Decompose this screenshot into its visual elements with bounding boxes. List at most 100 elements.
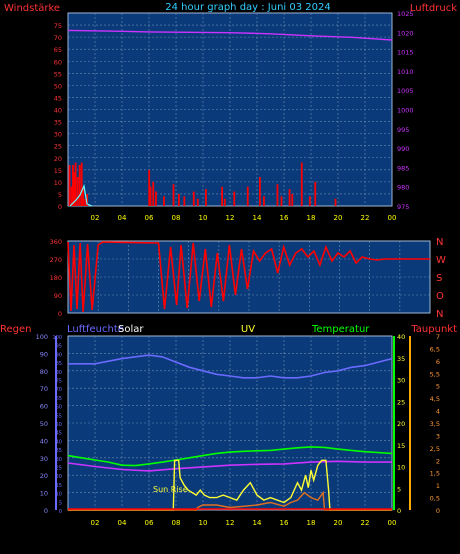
climate-x-tick: 04 (118, 519, 127, 527)
dew-tick: 3,5 (430, 420, 440, 428)
wind-bar (192, 191, 195, 206)
wind-tick: 65 (54, 46, 62, 54)
wind-bar (288, 189, 291, 206)
rain-tick: 10 (40, 490, 48, 498)
wind-bar (221, 186, 223, 206)
winddir-compass-label: N (436, 309, 443, 320)
wind-tick: 20 (54, 155, 62, 163)
wind-tick: 45 (54, 94, 62, 102)
wind-x-tick: 18 (307, 214, 316, 222)
pressure-tick: 1005 (397, 87, 414, 95)
dew-tick: 0 (436, 507, 440, 515)
dew-tick: 3 (436, 432, 440, 440)
climate-x-tick: 06 (145, 519, 154, 527)
wind-tick: 30 (54, 131, 62, 139)
wind-bar (259, 177, 261, 206)
dew-tick: 2 (436, 457, 440, 465)
wind-bar (172, 184, 175, 206)
rain-axis-title: Regen (0, 324, 32, 335)
pressure-line (67, 29, 393, 41)
wind-x-tick: 04 (118, 214, 127, 222)
humidity-tick: 50 (56, 422, 62, 428)
rain-tick: 60 (40, 403, 48, 411)
rain-tick: 70 (40, 385, 48, 393)
temperature-line (67, 446, 393, 467)
wind-bar (178, 193, 180, 206)
pressure-tick: 995 (397, 126, 409, 134)
wind-bar (148, 169, 151, 206)
sunrise-annotation: Sun Rise (153, 485, 188, 494)
wind-x-tick: 00 (388, 214, 397, 222)
dew-tick: 5,5 (430, 370, 440, 378)
solar-line (68, 459, 392, 511)
wind-bar (314, 181, 317, 206)
wind-tick: 75 (54, 22, 62, 30)
winddir-compass-label: S (436, 273, 442, 284)
rain-tick: 0 (44, 507, 48, 515)
wind-bar (152, 181, 155, 206)
wind-tick: 40 (54, 107, 62, 115)
wind-tick: 50 (54, 82, 62, 90)
rain-tick: 50 (40, 420, 48, 428)
winddir-compass-label: W (436, 255, 446, 266)
wind-gust-line (69, 183, 93, 207)
temp-tick: 20 (397, 420, 405, 428)
wind-tick: 15 (54, 167, 62, 175)
humidity-line (68, 354, 393, 379)
wind-bar (72, 164, 74, 206)
pressure-tick: 990 (397, 145, 409, 153)
humidity-tick: 10 (56, 492, 62, 498)
wind-bar (334, 198, 337, 206)
temp-tick: 35 (397, 355, 405, 363)
climate-x-tick: 14 (253, 519, 262, 527)
rain-tick: 20 (40, 472, 48, 480)
dewpoint-line (67, 460, 392, 472)
winddir-tick: 0 (58, 310, 62, 318)
humidity-tick: 40 (56, 439, 62, 445)
uv-line (68, 490, 392, 511)
humidity-tick: 80 (56, 370, 62, 376)
pressure-tick: 1020 (397, 29, 414, 37)
humidity-tick: 70 (56, 387, 62, 393)
wind-x-tick: 06 (145, 214, 154, 222)
humidity-tick: 30 (56, 457, 62, 463)
temp-tick: 5 (397, 485, 401, 493)
humidity-tick: 100 (52, 335, 62, 341)
wind-bar (74, 162, 77, 206)
climate-x-tick: 00 (388, 519, 397, 527)
wind-x-tick: 02 (91, 214, 100, 222)
winddir-tick: 90 (54, 292, 62, 300)
wind-bar (163, 196, 165, 206)
climate-x-tick: 08 (172, 519, 181, 527)
uv-label: UV (241, 324, 255, 335)
wind-x-tick: 12 (226, 214, 235, 222)
rain-tick: 100 (36, 333, 48, 341)
climate-grid (68, 336, 392, 510)
wind-x-tick: 08 (172, 214, 181, 222)
humidity-tick: 95 (56, 344, 62, 350)
wind-bar (300, 162, 303, 206)
wind-tick: 35 (54, 119, 62, 127)
temp-tick: 0 (397, 507, 401, 515)
humidity-tick: 45 (56, 431, 62, 437)
wind-tick: 5 (58, 191, 62, 199)
wind-tick: 60 (54, 58, 62, 66)
temp-tick: 40 (397, 333, 405, 341)
wind-bar (70, 186, 73, 206)
pressure-tick: 985 (397, 164, 409, 172)
pressure-tick: 1000 (397, 107, 414, 115)
pressure-tick: 1025 (397, 10, 414, 18)
pressure-axis-title: Luftdruck (410, 3, 457, 14)
dew-tick: 6 (436, 358, 440, 366)
wind-axis-title: Windstärke (4, 3, 60, 14)
wind-bar (149, 186, 152, 206)
humidity-tick: 65 (56, 396, 62, 402)
winddir-compass-label: O (436, 291, 444, 302)
wind-bar (291, 193, 294, 206)
dew-tick: 4 (436, 408, 440, 416)
wind-bar (205, 189, 207, 206)
wind-bar (263, 196, 265, 206)
wind-bar (78, 164, 81, 206)
climate-x-tick: 10 (199, 519, 208, 527)
wind-bar (82, 189, 84, 206)
